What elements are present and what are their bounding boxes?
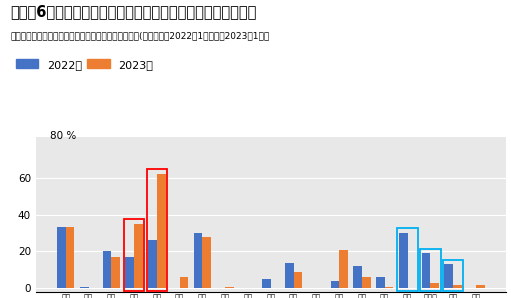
Bar [180, 277, 189, 288]
Bar [430, 283, 439, 288]
Bar [124, 219, 145, 291]
Bar [422, 253, 430, 288]
Bar [443, 260, 463, 291]
Bar [285, 263, 294, 288]
Bar [262, 279, 271, 288]
Bar [111, 257, 120, 288]
Bar [385, 286, 393, 288]
Bar [126, 257, 134, 288]
Bar [445, 264, 453, 288]
Text: 出所：ニッセイ基礎研究所「不動産市況アンケート」(調査時点：2022年1月および2023年1月）: 出所：ニッセイ基礎研究所「不動産市況アンケート」(調査時点：2022年1月および… [10, 31, 269, 40]
Bar [399, 233, 407, 288]
Bar [397, 228, 418, 291]
Bar [80, 286, 88, 288]
Bar [420, 249, 440, 291]
Legend: 2022年, 2023年: 2022年, 2023年 [16, 59, 153, 70]
Bar [225, 286, 234, 288]
Bar [476, 285, 484, 288]
Bar [194, 233, 202, 288]
Bar [453, 285, 462, 288]
Bar [66, 227, 75, 288]
Bar [202, 237, 211, 288]
Bar [157, 174, 166, 288]
Bar [353, 266, 362, 288]
Bar [376, 277, 385, 288]
Bar [134, 224, 143, 288]
Bar [294, 272, 303, 288]
Bar [339, 250, 348, 288]
Bar [147, 169, 167, 291]
Text: ［図表6］不動産投資市場のリスク要因（前回調査との比較）: ［図表6］不動産投資市場のリスク要因（前回調査との比較） [10, 4, 257, 19]
Bar [148, 240, 157, 288]
Text: 80 %: 80 % [50, 131, 76, 141]
Bar [57, 227, 66, 288]
Bar [331, 281, 339, 288]
Bar [103, 252, 111, 288]
Bar [362, 277, 370, 288]
